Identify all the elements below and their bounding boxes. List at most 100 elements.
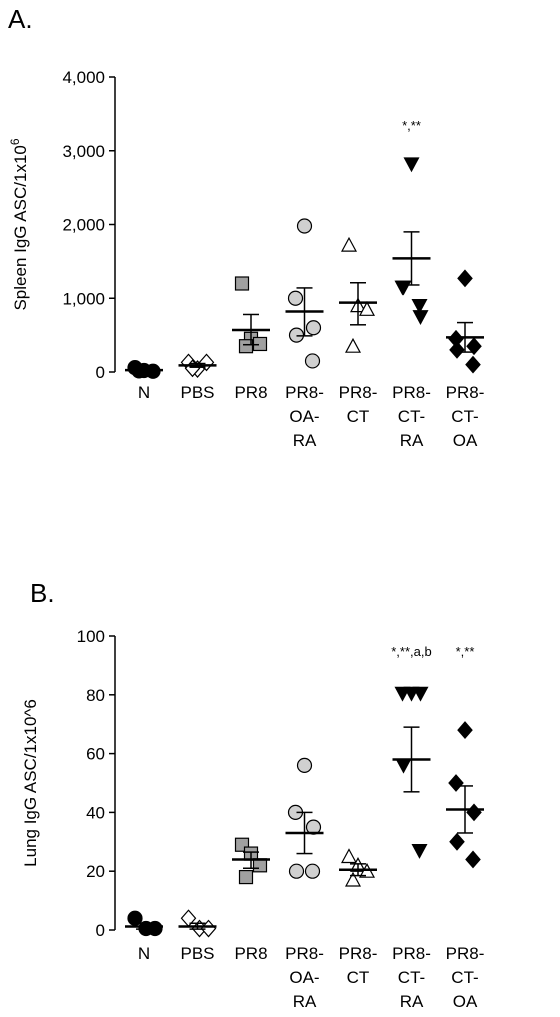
x-category-label: PR8- CT- RA [392, 944, 431, 1011]
x-category-label-line: CT [347, 407, 370, 426]
y-tick-label: 40 [86, 803, 105, 822]
data-point-triangle-up [358, 301, 376, 316]
x-category-label-line: OA [453, 431, 478, 450]
data-point-triangle-down [394, 686, 411, 702]
group-5: *,** PR8- CT- RA [392, 118, 431, 450]
x-category-label-line: RA [400, 992, 424, 1011]
group-3: PR8- OA- RA [285, 757, 324, 1011]
x-category-label-line: CT- [398, 407, 425, 426]
x-category-label-line: RA [400, 431, 424, 450]
x-category-label: N [138, 383, 150, 402]
x-category-label-line: PR8- [285, 944, 324, 963]
x-category-label: PR8- CT- OA [446, 944, 485, 1011]
data-point-diamond [448, 774, 464, 792]
y-tick-label: 0 [96, 363, 105, 382]
data-point-square [238, 869, 254, 885]
data-point-triangle-down [412, 686, 429, 702]
x-category-label: PR8- CT [339, 944, 378, 987]
data-point-triangle-down [403, 157, 420, 173]
group-2: PR8 [232, 276, 270, 402]
group-0: N [125, 359, 163, 402]
data-point-triangle-up [340, 848, 358, 864]
y-tick-label: 60 [86, 745, 105, 764]
y-tick-label: 1,000 [62, 289, 105, 308]
x-category-label-line: N [138, 383, 150, 402]
y-tick-label: 100 [77, 627, 105, 646]
data-point-diamond [449, 340, 465, 359]
data-point-circle [288, 863, 305, 879]
data-point-diamond [457, 721, 473, 739]
group-5: *,**,a,b PR8- CT- RA [391, 644, 431, 1011]
chart-panel-a: A. 0 1,000 2,000 3,000 4,000 Spleen IgG ASC/1x… [8, 4, 484, 450]
x-category-label-line: PBS [180, 383, 214, 402]
group-2: PR8 [232, 837, 270, 963]
significance-annotation: *,**,a,b [391, 644, 431, 659]
x-category-label: PBS [180, 383, 214, 402]
data-point-circle [304, 863, 321, 879]
x-category-label-line: OA- [289, 968, 319, 987]
significance-annotation: *,** [456, 644, 475, 659]
data-point-diamond [457, 269, 473, 288]
group-1: PBS [178, 909, 217, 963]
y-tick-label: 20 [86, 862, 105, 881]
data-point-diamond [465, 355, 481, 374]
x-category-label-line: PR8 [234, 383, 267, 402]
x-category-label-line: PBS [180, 944, 214, 963]
y-tick-label: 3,000 [62, 142, 105, 161]
x-category-label-line: RA [293, 992, 317, 1011]
x-category-label-line: PR8- [285, 383, 324, 402]
x-category-label-line: OA- [289, 407, 319, 426]
x-category-label-line: CT- [398, 968, 425, 987]
data-point-triangle-up [340, 236, 358, 252]
y-tick-label: 0 [96, 921, 105, 940]
x-category-label: PR8 [234, 383, 267, 402]
group-4: PR8- CT [339, 848, 378, 987]
data-point-triangle-down [411, 844, 428, 859]
x-category-label-line: PR8- [339, 944, 378, 963]
x-category-label-line: N [138, 944, 150, 963]
group-1: PBS [178, 353, 217, 402]
data-point-triangle-up [344, 337, 362, 353]
data-point-triangle-down [411, 299, 428, 314]
y-axis-title: Lung IgG ASC/1x10^6 [21, 699, 40, 867]
x-category-label-line: RA [293, 431, 317, 450]
x-category-label-line: PR8- [446, 383, 485, 402]
group-4: PR8- CT [339, 236, 378, 426]
chart-panel-b: B. 0 20 40 60 80 100 Lung IgG ASC/1x10^6 N PBS PR8… [21, 578, 484, 1011]
x-category-label-line: CT [347, 968, 370, 987]
data-point-triangle-down [395, 758, 412, 774]
data-point-diamond [466, 337, 482, 356]
data-point-circle [305, 320, 322, 336]
x-category-label: N [138, 944, 150, 963]
panel-label: B. [30, 578, 55, 608]
data-point-diamond [449, 832, 465, 851]
x-category-label: PR8 [234, 944, 267, 963]
data-point-circle [287, 290, 304, 306]
panel-label: A. [8, 4, 33, 34]
x-category-label: PR8- CT [339, 383, 378, 426]
y-tick-label: 2,000 [62, 216, 105, 235]
data-point-circle [296, 218, 313, 234]
x-category-label: PBS [180, 944, 214, 963]
data-point-square [238, 339, 254, 354]
data-point-square [252, 858, 268, 873]
data-point-circle [304, 353, 321, 369]
group-6: PR8- CT- OA [446, 269, 485, 450]
x-category-label: PR8- OA- RA [285, 944, 324, 1011]
x-category-label-line: PR8- [392, 383, 431, 402]
y-axis-title-superscript: 6 [8, 138, 22, 145]
y-tick-label: 4,000 [62, 68, 105, 87]
x-category-label-line: PR8- [339, 383, 378, 402]
y-axis-title: Spleen IgG ASC/1x106 [8, 138, 30, 310]
x-category-label-line: CT- [451, 407, 478, 426]
data-point-square [234, 276, 250, 291]
x-category-label-line: PR8 [234, 944, 267, 963]
x-category-label-line: OA [453, 992, 478, 1011]
significance-annotation: *,** [402, 118, 421, 133]
data-point-triangle-down [412, 310, 429, 325]
data-point-diamond [465, 850, 481, 869]
x-category-label: PR8- CT- RA [392, 383, 431, 450]
group-3: PR8- OA- RA [285, 218, 324, 450]
data-point-diamond [466, 803, 482, 822]
